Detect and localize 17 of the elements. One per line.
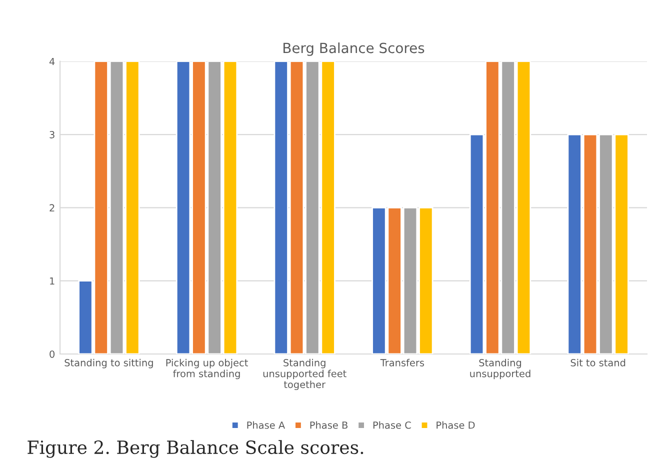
legend-label: Phase C — [373, 421, 411, 429]
x-tick-label: Picking up object from standing — [166, 358, 248, 380]
x-tick-label: Standing to sitting — [64, 358, 153, 368]
y-tick-label: 2 — [50, 204, 54, 212]
x-tick-label: Standing unsupported feet together — [263, 358, 346, 390]
legend-label: Phase B — [310, 421, 348, 429]
legend-label: Phase D — [436, 421, 475, 429]
chart-title: Berg Balance Scores — [284, 42, 424, 56]
x-tick-label: Sit to stand — [570, 358, 626, 366]
y-tick-label: 4 — [49, 58, 55, 66]
y-tick-label: 1 — [50, 277, 54, 285]
x-tick-label: Standing unsupported — [470, 358, 530, 380]
caption: Figure 2. Berg Balance Scale scores. — [28, 440, 364, 458]
legend-label: Phase A — [247, 421, 285, 429]
y-tick-label: 3 — [50, 131, 54, 138]
y-tick-label: 0 — [50, 350, 55, 358]
x-tick-label: Transfers — [380, 358, 424, 366]
